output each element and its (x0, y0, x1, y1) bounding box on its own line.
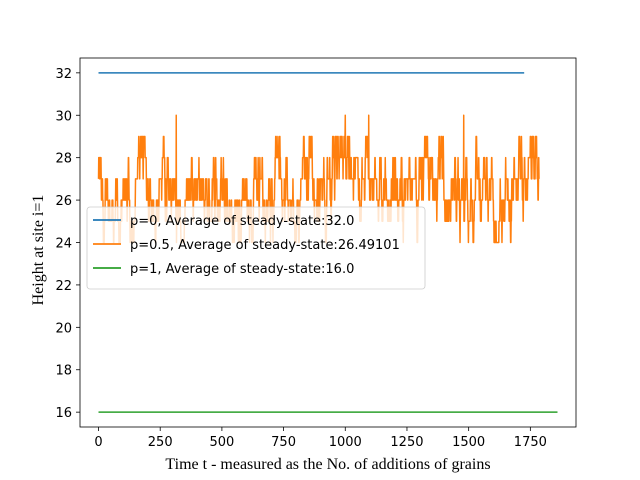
legend: p=0, Average of steady-state:32.0 p=0.5, … (86, 206, 426, 290)
legend-entry-2: p=0.5, Average of steady-state:26.49101 (130, 238, 400, 253)
x-tick-label: 1000 (329, 435, 362, 450)
x-tick-label: 0 (94, 435, 102, 450)
x-axis-label: Time t - measured as the No. of addition… (165, 456, 490, 473)
axes: 0 250 500 750 1000 1250 1500 1750 16 18 20 22 24 26 28… (55, 57, 577, 450)
x-tick-label: 1750 (514, 435, 547, 450)
legend-entry-3: p=1, Average of steady-state:16.0 (130, 262, 354, 277)
legend-entry-1: p=0, Average of steady-state:32.0 (130, 214, 354, 229)
x-tick-label: 250 (148, 435, 173, 450)
y-tick-label: 24 (55, 237, 72, 252)
y-tick-label: 22 (55, 279, 72, 294)
x-tick-label: 1500 (452, 435, 485, 450)
y-tick-label: 18 (55, 364, 72, 379)
y-tick-label: 28 (55, 152, 72, 167)
y-tick-label: 16 (55, 406, 72, 421)
y-tick-label: 20 (55, 321, 72, 336)
legend-box (86, 206, 426, 290)
x-tick-label: 1250 (390, 435, 423, 450)
y-tick-label: 26 (55, 194, 72, 209)
y-tick-label: 32 (55, 67, 72, 82)
x-tick-label: 500 (209, 435, 234, 450)
x-tick-label: 750 (271, 435, 296, 450)
y-axis-label: Height at site i=1 (30, 195, 47, 306)
y-tick-label: 30 (55, 109, 72, 124)
